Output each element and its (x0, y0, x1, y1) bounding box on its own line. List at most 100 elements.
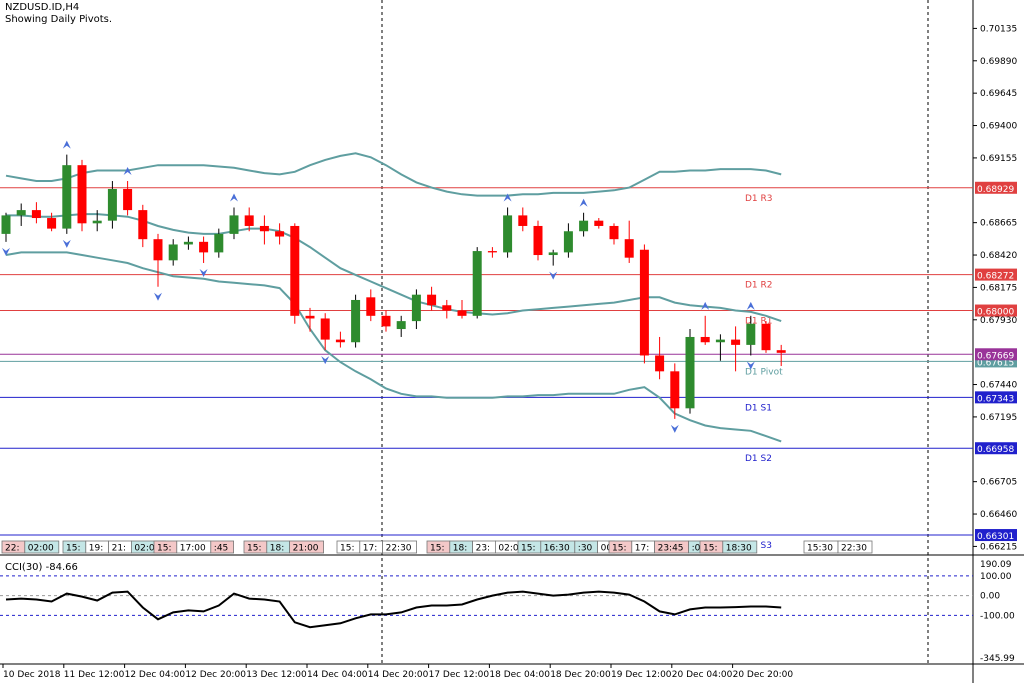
time-tick-label: 14 Dec 04:00 (307, 670, 368, 680)
candle-body (1, 215, 11, 234)
candle-body (731, 339, 741, 345)
price-tick-label: 0.66215 (980, 542, 1017, 552)
candle-body (153, 239, 163, 261)
candle-body (548, 252, 558, 256)
candle-body (244, 215, 254, 226)
candle (153, 233, 163, 287)
candle-body (427, 294, 437, 306)
candle (487, 247, 497, 258)
candle (199, 236, 209, 263)
pivot-price: 0.68000 (977, 308, 1014, 318)
fractal-down-icon (154, 292, 162, 301)
price-tick-label: 0.68420 (980, 251, 1017, 261)
time-tick-label: 20 Dec 20:00 (733, 670, 794, 680)
candle (275, 223, 285, 245)
cci-level-label: 100.00 (980, 572, 1012, 582)
candle-body (472, 251, 482, 316)
candle (1, 212, 11, 242)
price-axis: 0.68929 0.68272 0.68000 0.67615 0.67343 0.669… (973, 24, 1017, 552)
price-tick-label: 0.66460 (980, 510, 1017, 520)
time-tag: 02:00 (28, 544, 54, 554)
candle-body (700, 336, 710, 343)
candle-body (746, 323, 756, 345)
candle-body (594, 220, 604, 226)
candle (62, 154, 72, 234)
fractal-up-icon (579, 198, 588, 207)
time-tag: 19: (89, 544, 103, 554)
candle (31, 202, 41, 224)
candle (563, 223, 573, 258)
candle (548, 249, 558, 266)
candle (715, 334, 725, 361)
time-tag: 15: (430, 544, 444, 554)
pivot-price-box (975, 442, 1017, 455)
fractal-up-icon (746, 301, 755, 310)
candle-body (259, 225, 269, 232)
candle (381, 310, 391, 332)
candle-body (123, 188, 133, 211)
time-tag: 18: (270, 544, 284, 554)
price-tick-label: 0.69155 (980, 154, 1017, 164)
candle (685, 329, 695, 414)
time-tag: 16:30 (544, 544, 570, 554)
candle-body (411, 294, 421, 322)
time-tag: 18:30 (726, 544, 752, 554)
candle-body (457, 310, 467, 316)
candle-body (199, 241, 209, 253)
candle-body (670, 371, 680, 409)
price-tick-label: 0.67440 (980, 381, 1017, 391)
cci-indicator: 100.00 0.00 -100.00 190.09 -345.99 (0, 560, 1015, 664)
bollinger-bands (5, 152, 782, 443)
pivot-label: D1 R2 (745, 281, 773, 291)
candle-body (229, 215, 239, 234)
candle (670, 363, 680, 419)
candle (503, 207, 513, 258)
time-tag: 18: (453, 544, 467, 554)
pivot-price: 0.67615 (977, 358, 1014, 368)
pivot-price: 0.68272 (977, 272, 1014, 282)
candles[interactable] (1, 154, 786, 419)
time-tag: 22:30 (386, 544, 412, 554)
price-tick-label: 0.69645 (980, 89, 1017, 99)
candle (335, 331, 345, 348)
pivot-price: 0.66301 (977, 532, 1014, 542)
pivot-price: 0.67343 (977, 394, 1014, 404)
candle-body (92, 220, 102, 224)
cci-max-label: 190.09 (980, 560, 1012, 570)
time-tick-label: 20 Dec 04:00 (672, 670, 733, 680)
price-tick-label: 0.70135 (980, 24, 1017, 34)
upper-band-line (5, 152, 782, 197)
lower-band-line (5, 251, 782, 443)
time-tag: :45 (214, 544, 228, 554)
time-tag: 15: (703, 544, 717, 554)
time-tick-label: 12 Dec 20:00 (185, 670, 246, 680)
fractal-up-icon (62, 140, 71, 149)
time-tag: 15: (157, 544, 171, 554)
candle (366, 289, 376, 322)
pivot-lines: D1 R3 D1 R2 D1 R1 D1 Pivot D1 S1 D1 S2 D1 S3 (0, 187, 973, 551)
candle-body (761, 323, 771, 351)
candle-body (305, 315, 315, 319)
candle (183, 236, 193, 250)
candle-body (290, 225, 300, 316)
fractal-up-icon (230, 193, 238, 202)
cci-label: CCI(30) -84.66 (5, 562, 78, 573)
candle (305, 307, 315, 332)
candle-body (503, 215, 513, 253)
candle-body (214, 233, 224, 253)
time-tag-box (722, 540, 758, 554)
time-tag: 17: (363, 544, 377, 554)
time-tag: 23: (476, 544, 490, 554)
time-tag: 22: (5, 544, 19, 554)
fractal-down-icon (62, 239, 71, 248)
time-tag: 17:00 (180, 544, 206, 554)
fractal-down-icon (746, 361, 755, 370)
price-tick-label: 0.68665 (980, 219, 1017, 229)
candle (594, 218, 604, 229)
candle-body (579, 220, 589, 232)
time-tag: 00 (601, 544, 613, 554)
candle (107, 181, 117, 229)
candle-body (624, 239, 634, 258)
